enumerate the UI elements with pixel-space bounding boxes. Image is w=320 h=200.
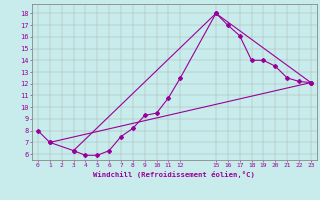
X-axis label: Windchill (Refroidissement éolien,°C): Windchill (Refroidissement éolien,°C) bbox=[93, 171, 255, 178]
